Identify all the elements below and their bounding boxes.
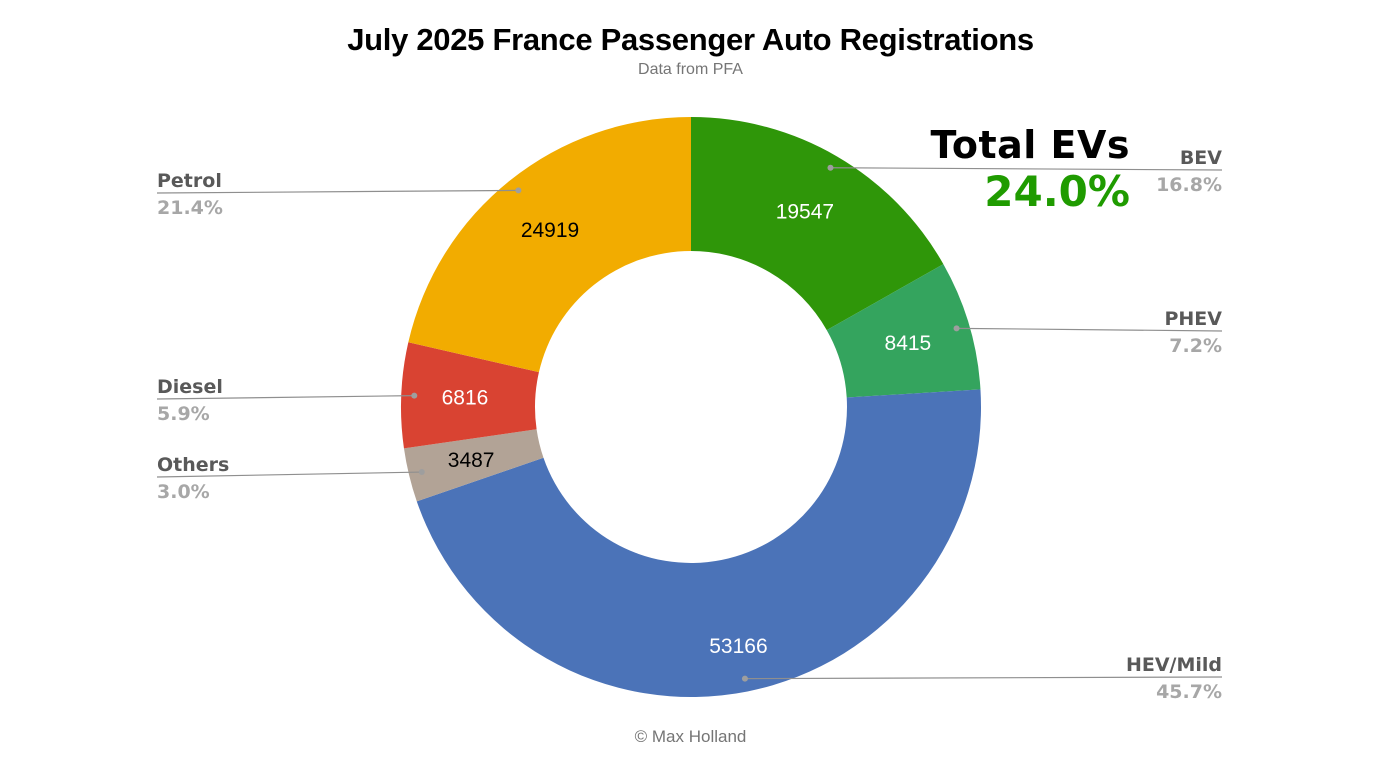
slice-diesel — [401, 342, 539, 449]
leader-dot-phev — [953, 325, 960, 332]
category-pct-phev: 7.2% — [1169, 335, 1222, 357]
category-pct-bev: 16.8% — [1156, 174, 1222, 196]
leader-dot-hev-mild — [741, 675, 748, 682]
total-evs-annotation: Total EVs 24.0% — [930, 126, 1130, 213]
slice-others — [403, 429, 544, 502]
leader-line-others — [156, 471, 422, 478]
slice-value-hev-mild: 53166 — [709, 635, 767, 658]
leader-line-hev-mild — [744, 676, 1223, 680]
leader-line-petrol — [156, 189, 519, 194]
category-pct-hev-mild: 45.7% — [1156, 681, 1222, 703]
leader-line-phev — [956, 327, 1223, 332]
leader-dot-others — [418, 469, 425, 476]
category-pct-petrol: 21.4% — [157, 197, 223, 219]
leader-dot-diesel — [411, 392, 418, 399]
slice-petrol — [408, 117, 691, 373]
category-label-diesel: Diesel — [157, 376, 223, 398]
credit-text: © Max Holland — [634, 727, 747, 746]
category-label-phev: PHEV — [1164, 308, 1222, 330]
category-label-petrol: Petrol — [157, 170, 222, 192]
category-pct-diesel: 5.9% — [157, 403, 210, 425]
slice-hev-mild — [416, 389, 981, 698]
chart-subtitle: Data from PFA — [638, 61, 743, 78]
leader-line-bev — [830, 167, 1223, 171]
category-pct-others: 3.0% — [157, 481, 210, 503]
category-label-hev-mild: HEV/Mild — [1126, 654, 1222, 676]
slice-value-phev: 8415 — [885, 332, 932, 355]
slice-value-bev: 19547 — [776, 201, 834, 224]
slice-value-diesel: 6816 — [442, 387, 489, 410]
total-evs-label: Total EVs — [930, 123, 1130, 167]
slice-value-petrol: 24919 — [521, 219, 579, 242]
total-evs-value: 24.0% — [984, 167, 1130, 216]
leader-dot-petrol — [515, 187, 522, 194]
slice-phev — [826, 264, 981, 398]
leader-dot-bev — [827, 164, 834, 171]
chart-title: July 2025 France Passenger Auto Registra… — [347, 22, 1034, 57]
leader-line-diesel — [156, 395, 415, 400]
category-label-bev: BEV — [1180, 147, 1222, 169]
category-label-others: Others — [157, 454, 229, 476]
slice-value-others: 3487 — [448, 449, 495, 472]
slice-bev — [691, 117, 944, 331]
